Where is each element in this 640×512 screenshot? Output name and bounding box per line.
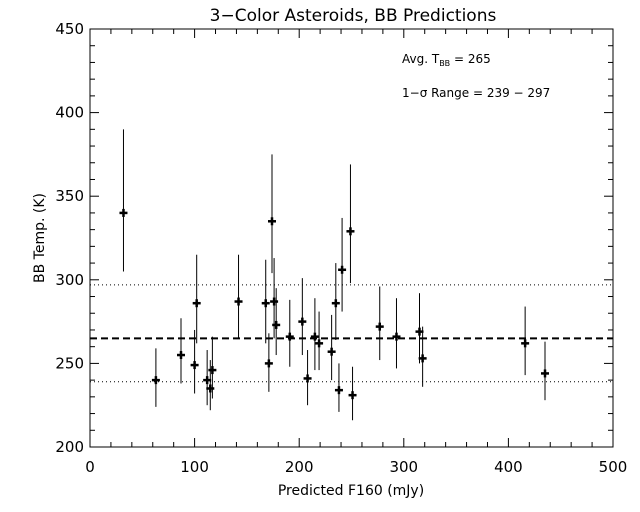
reference-lines [90,284,613,383]
x-tick-labels: 0 100 200 300 400 500 [85,458,627,476]
data-point [334,363,343,412]
data-point [206,360,215,411]
x-tick-label: 500 [599,458,628,476]
data-point [331,263,340,340]
y-tick-label: 250 [55,354,84,372]
data-point [177,318,186,384]
y-tick-label: 350 [55,187,84,205]
avg-prefix: Avg. T [402,52,440,66]
data-point [327,314,336,381]
data-point [315,311,324,371]
data-point [234,254,243,339]
data-point [285,299,294,367]
data-point [298,278,307,356]
y-tick-labels: 200 250 300 350 400 450 [55,20,84,456]
y-tick-label: 400 [55,104,84,122]
data-point [375,286,384,361]
data-point [541,341,550,401]
data-point [310,298,319,371]
x-tick-label: 300 [389,458,418,476]
data-point [192,254,201,344]
data-point [208,336,217,399]
data-point [303,350,312,406]
x-tick-label: 0 [85,458,95,476]
avg-subscript: BB [439,59,450,68]
data-point [346,164,355,284]
chart-title: 3−Color Asteroids, BB Predictions [210,6,497,26]
axis-ticks [89,28,614,448]
data-point [151,348,160,407]
sigma-range-annotation: 1−σ Range = 239 − 297 [402,86,550,100]
data-point [190,329,199,394]
y-tick-label: 200 [55,438,84,456]
avg-suffix: = 265 [450,52,491,66]
data-point [338,217,347,312]
y-tick-label: 450 [55,20,84,38]
y-axis-label: BB Temp. (K) [32,193,48,283]
data-point [521,306,530,376]
plot-frame [89,28,614,448]
data-point [261,259,270,344]
x-tick-label: 400 [494,458,523,476]
y-tick-label: 300 [55,271,84,289]
data-point [418,326,427,387]
x-tick-label: 200 [285,458,314,476]
x-tick-label: 100 [180,458,209,476]
x-axis-label: Predicted F160 (mJy) [278,483,424,499]
data-point [264,333,273,392]
avg-temperature-annotation: Avg. TBB = 265 [402,52,491,68]
data-points [119,129,550,421]
data-point [119,129,128,272]
data-point [392,298,401,369]
data-point [348,366,357,421]
data-point [268,154,277,274]
data-point [272,288,281,356]
